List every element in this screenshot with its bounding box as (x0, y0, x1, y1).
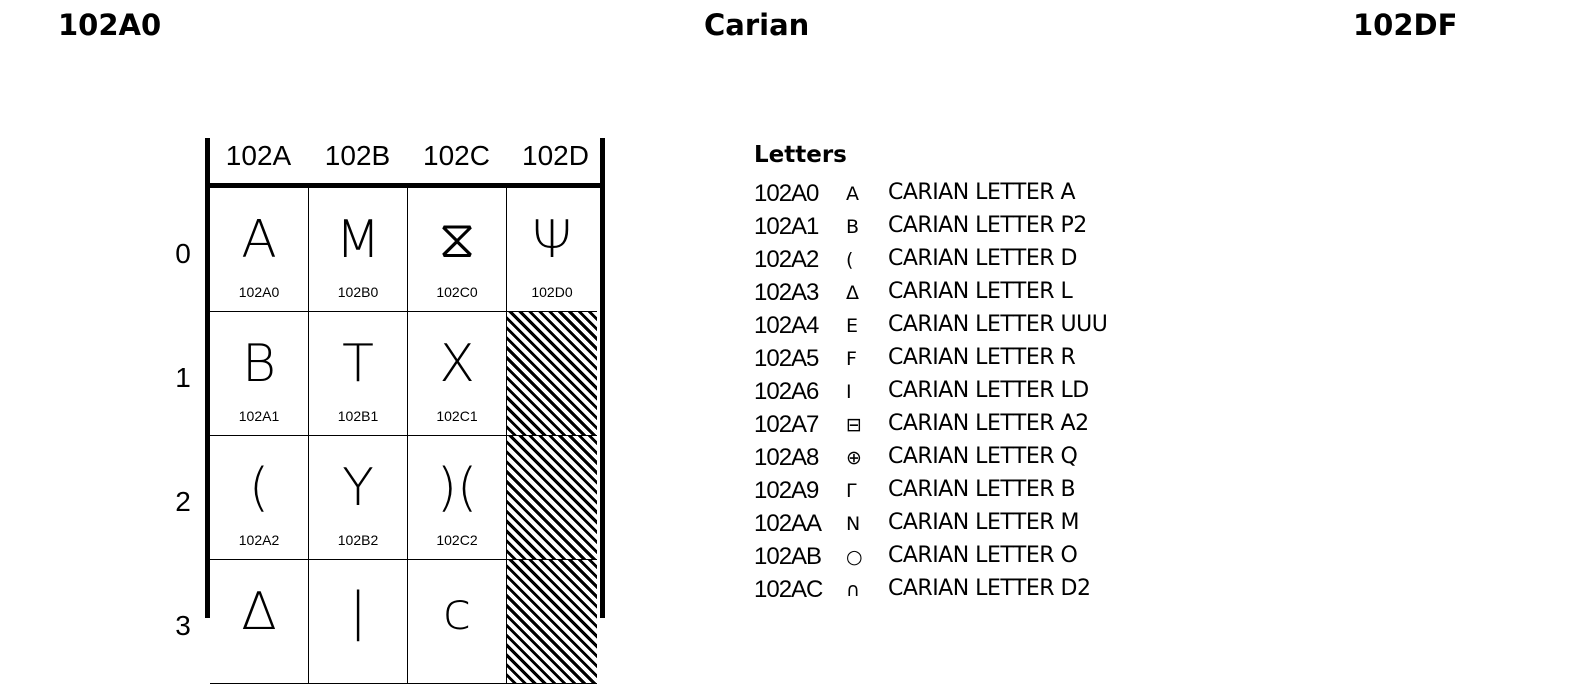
code-point: 102A4 (754, 312, 819, 339)
column-header: 102C (423, 140, 490, 171)
character-cell: Δ (210, 560, 309, 684)
character-glyph: X (439, 334, 475, 394)
character-glyph: B (846, 216, 860, 238)
code-point: 102B1 (337, 408, 379, 424)
character-name: CARIAN LETTER R (888, 345, 1076, 370)
code-point: 102D0 (531, 284, 573, 300)
unassigned-cell (507, 312, 597, 436)
unassigned-cell (507, 560, 597, 684)
character-glyph: ○ (846, 546, 863, 568)
code-point: 102C1 (436, 408, 478, 424)
character-glyph: F (846, 348, 857, 370)
character-glyph: ( (248, 458, 270, 518)
character-glyph: N (846, 513, 861, 535)
code-point: 102A2 (754, 246, 819, 273)
code-point: 102AB (754, 543, 822, 570)
character-cell: M 102B0 (309, 188, 408, 312)
row-label: 3 (175, 610, 191, 641)
character-name: CARIAN LETTER L (888, 279, 1073, 304)
character-glyph: Δ (846, 282, 859, 304)
code-point: 102A2 (238, 532, 280, 548)
code-point: 102C2 (436, 532, 478, 548)
character-cell: A 102A0 (210, 188, 309, 312)
code-point: 102A7 (754, 411, 819, 438)
character-cell: B 102A1 (210, 312, 309, 436)
character-glyph: T (342, 334, 374, 394)
character-cell: ⧖ 102C0 (408, 188, 507, 312)
range-start: 102A0 (58, 8, 162, 42)
character-name: CARIAN LETTER Q (888, 444, 1078, 469)
code-point: 102A5 (754, 345, 819, 372)
code-point: 102A0 (754, 180, 819, 207)
range-end: 102DF (1353, 8, 1458, 42)
column-header: 102A (225, 140, 292, 171)
code-point: 102A9 (754, 477, 819, 504)
character-glyph: I (846, 381, 852, 403)
character-cell: )( 102C2 (408, 436, 507, 560)
character-cell: T 102B1 (309, 312, 408, 436)
character-cell: | (309, 560, 408, 684)
character-glyph: ∩ (846, 579, 860, 601)
character-name: CARIAN LETTER O (888, 543, 1078, 568)
character-name: CARIAN LETTER D2 (888, 576, 1091, 601)
character-cell: X 102C1 (408, 312, 507, 436)
character-glyph: B (241, 334, 277, 394)
character-glyph: | (349, 582, 367, 642)
section-heading: Letters (754, 142, 847, 168)
character-glyph: Γ (846, 480, 857, 502)
character-name: CARIAN LETTER UUU (888, 312, 1108, 337)
character-glyph: ⊕ (846, 447, 862, 469)
code-point: 102A6 (754, 378, 819, 405)
character-glyph: M (335, 210, 381, 270)
character-name: CARIAN LETTER M (888, 510, 1080, 535)
character-glyph: ⊟ (846, 414, 862, 436)
grid-right-border (600, 138, 605, 618)
character-name: CARIAN LETTER P2 (888, 213, 1087, 238)
column-header: 102D (522, 140, 589, 171)
page-title: Carian (704, 8, 810, 42)
character-glyph: ( (846, 249, 854, 271)
code-point: 102AC (754, 576, 823, 603)
character-glyph: ϲ (442, 582, 472, 642)
code-point: 102AA (754, 510, 822, 537)
code-point: 102A3 (754, 279, 819, 306)
character-glyph: Δ (241, 582, 277, 642)
code-point: 102B0 (337, 284, 379, 300)
character-glyph: Ε (846, 315, 859, 337)
character-name: CARIAN LETTER LD (888, 378, 1089, 403)
code-point: 102C0 (436, 284, 478, 300)
character-glyph: A (241, 210, 277, 270)
code-point: 102A8 (754, 444, 819, 471)
character-glyph: Y (342, 458, 374, 518)
grid-header-divider (205, 183, 605, 188)
code-point: 102A1 (754, 213, 819, 240)
character-glyph: Ψ (531, 210, 573, 270)
row-label: 0 (175, 238, 191, 269)
character-cell: Y 102B2 (309, 436, 408, 560)
row-label: 1 (175, 362, 191, 393)
character-name: CARIAN LETTER A2 (888, 411, 1089, 436)
character-glyph: )( (436, 458, 478, 518)
unassigned-cell (507, 436, 597, 560)
row-label: 2 (175, 486, 191, 517)
grid-left-border (205, 138, 210, 618)
character-name: CARIAN LETTER D (888, 246, 1077, 271)
character-cell: ϲ (408, 560, 507, 684)
code-point: 102A0 (238, 284, 280, 300)
character-glyph: A (846, 183, 859, 205)
code-point: 102A1 (238, 408, 280, 424)
character-name: CARIAN LETTER A (888, 180, 1076, 205)
column-header: 102B (324, 140, 391, 171)
character-cell: (102A2 (210, 436, 309, 560)
character-glyph: ⧖ (438, 210, 476, 270)
character-cell: Ψ 102D0 (507, 188, 597, 312)
code-point: 102B2 (337, 532, 379, 548)
character-name: CARIAN LETTER B (888, 477, 1076, 502)
